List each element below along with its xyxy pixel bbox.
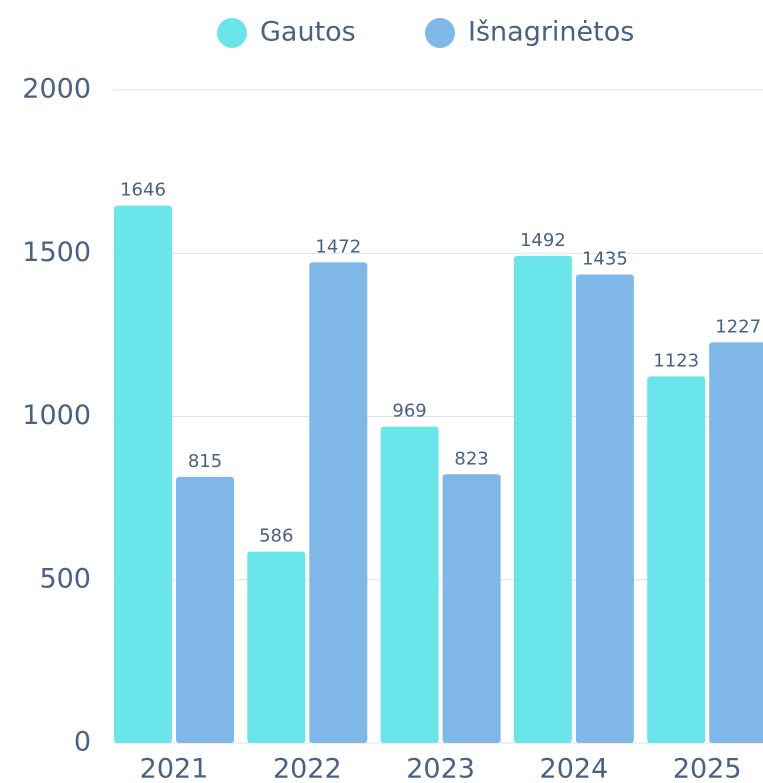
legend-label: Išnagrinėtos [468, 17, 634, 48]
bar [647, 376, 706, 743]
bar [176, 476, 234, 743]
legend-label: Gautos [260, 17, 356, 48]
x-tick-label: 2021 [140, 754, 209, 783]
bar [442, 474, 501, 743]
value-label: 1472 [315, 236, 361, 257]
value-label: 1435 [582, 248, 628, 269]
bar [513, 255, 572, 743]
bar [309, 262, 368, 743]
x-tick-label: 2022 [273, 754, 342, 783]
value-label: 1646 [120, 180, 166, 201]
legend-swatch [425, 18, 455, 48]
bar [709, 342, 763, 743]
value-label: 823 [454, 448, 488, 469]
bar [575, 274, 634, 743]
y-tick-label: 0 [74, 727, 91, 758]
y-tick-label: 2000 [22, 74, 91, 105]
y-tick-label: 1000 [22, 400, 91, 431]
value-label: 1227 [715, 316, 761, 337]
x-tick-label: 2024 [540, 754, 609, 783]
value-label: 815 [188, 451, 222, 472]
value-label: 1492 [520, 230, 566, 251]
legend-swatch [217, 18, 247, 48]
y-tick-label: 1500 [22, 237, 91, 268]
x-tick-label: 2023 [406, 754, 475, 783]
value-label: 969 [392, 401, 426, 422]
value-label: 1123 [653, 350, 699, 371]
x-tick-label: 2025 [673, 754, 742, 783]
bar [247, 551, 306, 743]
value-label: 586 [259, 526, 293, 547]
y-tick-label: 500 [39, 563, 91, 594]
bar [380, 426, 439, 743]
bar [114, 205, 172, 743]
